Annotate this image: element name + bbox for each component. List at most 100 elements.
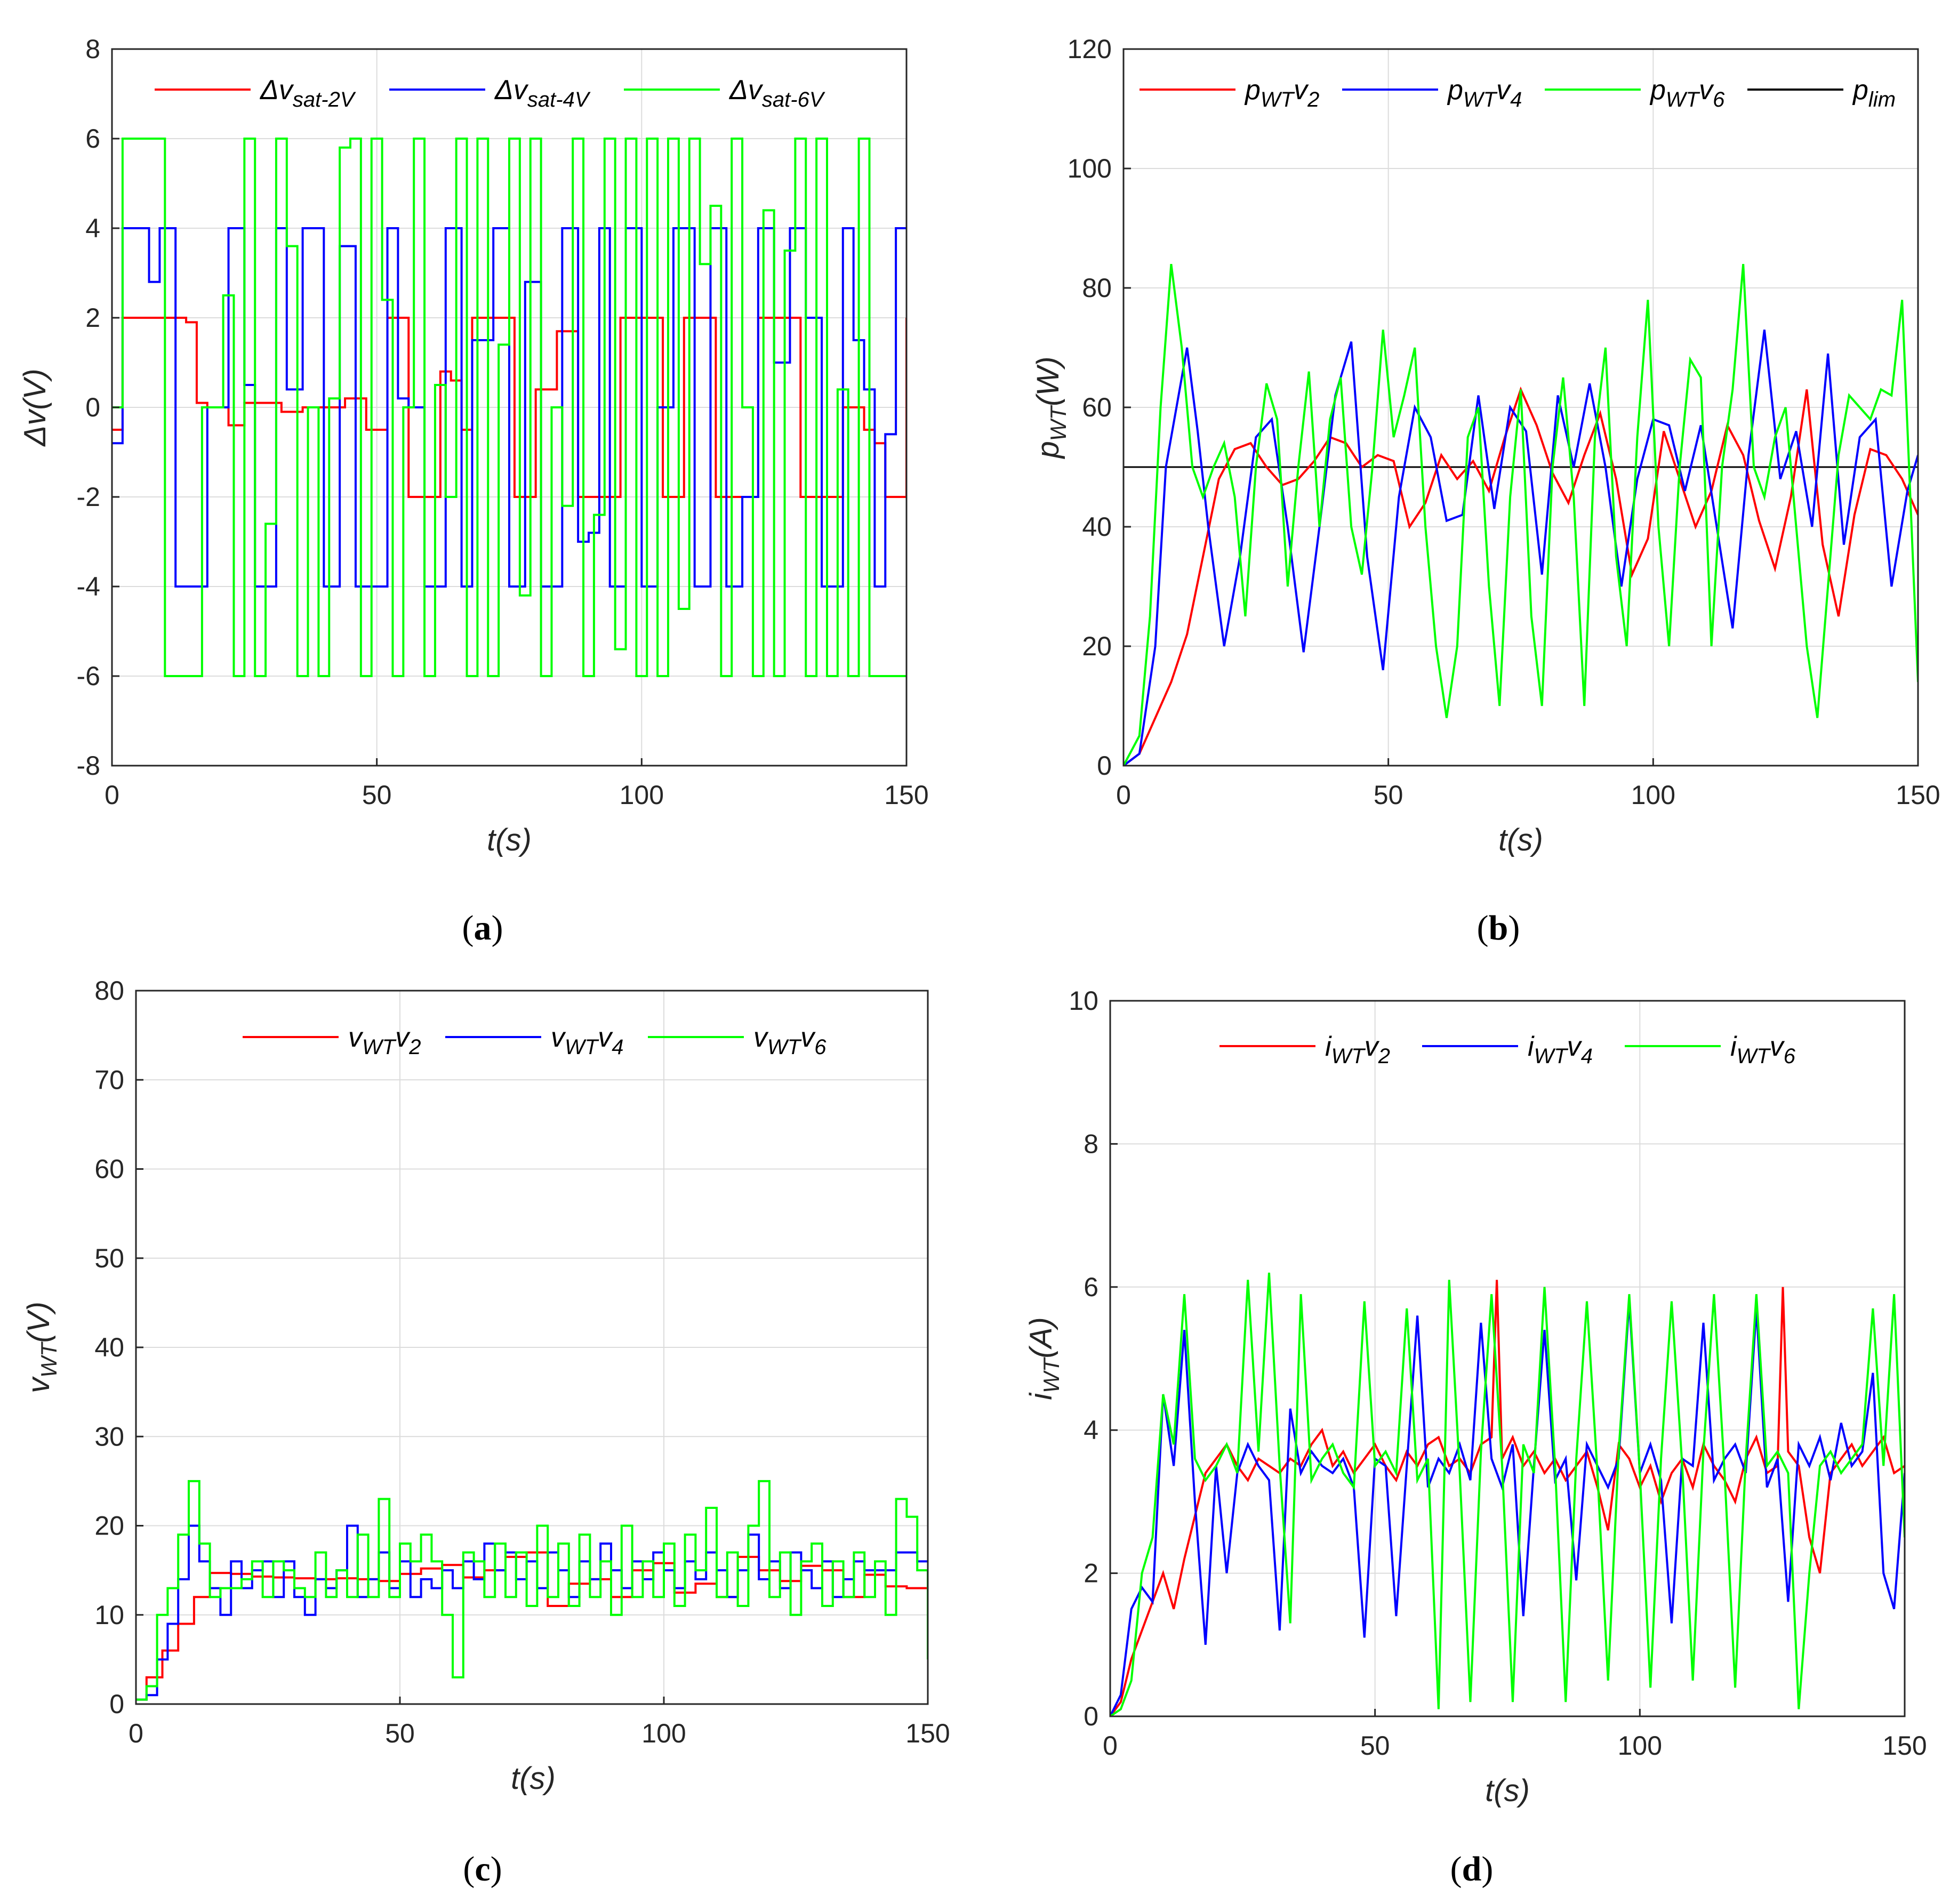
legend-label-c-vWTv4: vWTv4 [551,1022,623,1059]
y-tick-label-a-6: 4 [85,213,100,243]
y-axis-label-b-sub: WT [1046,405,1071,441]
legend-label-b-pWTv6: pWTv6 [1649,75,1725,111]
x-axis-label-d: t(s) [1485,1773,1530,1808]
series-line-b-pWTv4 [1124,330,1918,766]
caption-d: (d) [1450,1850,1494,1889]
y-axis-label-c: vWT(V) [21,1302,61,1393]
legend-base: Δv [259,75,294,106]
legend-mid: v [1294,75,1309,106]
legend-sub2: 6 [814,1035,826,1059]
y-tick-label-c-5: 50 [94,1243,124,1273]
y-axis-label-b-base: p [1031,441,1065,459]
legend-mid: v [1365,1031,1380,1062]
legend-mid: v [598,1022,613,1053]
legend-a: Δvsat-2V Δvsat-4V Δvsat-6V [155,75,825,111]
legend-sub2: 4 [612,1035,623,1059]
x-tick-label-d-1: 50 [1360,1731,1390,1761]
series-d [1110,1272,1905,1716]
legend-sub: WT [1737,1045,1771,1068]
y-tick-label-b-3: 60 [1082,392,1112,422]
y-tick-label-c-3: 30 [94,1421,124,1451]
legend-label-c-vWTv2: vWTv2 [348,1022,421,1059]
series-b [1124,263,1918,766]
legend-sub: WT [767,1035,802,1059]
legend-sub: lim [1868,88,1896,111]
series-line-a-sat-6V [112,138,906,677]
legend-base: v [753,1022,769,1053]
ticks-d: 0 50 100 150 0 2 4 6 8 10 [1069,986,1927,1761]
caption-c-letter: c [475,1850,490,1889]
legend-base: p [1244,75,1261,106]
legend-sub: WT [1331,1045,1366,1068]
legend-mid: v [800,1022,816,1053]
y-tick-label-a-4: 0 [85,392,100,422]
series-line-b-pWTv6 [1124,263,1918,766]
y-tick-label-b-2: 40 [1082,512,1112,542]
series-c [136,1480,928,1701]
x-axis-label-b: t(s) [1498,823,1543,857]
x-tick-label-c-1: 50 [385,1718,415,1748]
y-tick-label-d-3: 6 [1084,1272,1098,1302]
legend-label-b-pWTv4: pWTv4 [1447,75,1522,111]
y-axis-label-a: Δv(V) [18,368,52,447]
legend-sub: sat-2V [293,88,356,111]
legend-sub: WT [1463,88,1498,111]
y-axis-label-b-rest: (W) [1031,357,1065,406]
legend-b: pWTv2 pWTv4 pWTv6 plim [1140,75,1896,111]
legend-c: vWTv2 vWTv4 vWTv6 [243,1022,826,1059]
y-tick-label-a-7: 6 [85,124,100,154]
y-axis-label-d-sub: WT [1039,1356,1064,1393]
grid-b [1124,49,1918,766]
legend-label-d-iWTv6: iWTv6 [1730,1031,1796,1068]
y-tick-label-d-2: 4 [1084,1415,1098,1445]
series-line-c-vWTv6 [136,1480,928,1701]
y-tick-label-a-1: -6 [77,661,100,691]
legend-sub2: 4 [1581,1045,1593,1068]
legend-mid: v [1699,75,1714,106]
legend-mid: v [395,1022,411,1053]
legend-sub: WT [1261,88,1295,111]
series-a [112,138,906,677]
y-tick-label-b-0: 0 [1097,751,1112,781]
legend-base: p [1649,75,1666,106]
y-tick-label-d-0: 0 [1084,1701,1098,1731]
caption-b: (b) [1477,909,1520,947]
y-tick-label-c-6: 60 [94,1154,124,1184]
axes-frame-d [1109,1000,1906,1717]
caption-a: (a) [462,909,503,947]
y-axis-label-c-rest: (V) [21,1302,56,1343]
legend-base: p [1852,75,1868,106]
series-line-d-iWTv2 [1110,1280,1905,1716]
legend-d: iWTv2 iWTv4 iWTv6 [1219,1031,1796,1068]
x-tick-label-a-2: 100 [620,780,664,810]
legend-sub: sat-4V [527,88,591,111]
legend-sub: sat-6V [762,88,825,111]
y-axis-label-b: pWT(W) [1031,357,1071,460]
y-tick-label-b-4: 80 [1082,273,1112,303]
y-tick-label-c-7: 70 [94,1065,124,1095]
legend-sub: WT [1666,88,1700,111]
caption-c: (c) [463,1850,502,1889]
y-tick-label-d-5: 10 [1069,986,1098,1016]
legend-mid: v [1567,1031,1583,1062]
y-axis-label-d-rest: (A) [1024,1317,1058,1358]
legend-base: i [1730,1031,1737,1062]
legend-label-c-vWTv6: vWTv6 [753,1022,826,1059]
y-tick-label-d-4: 8 [1084,1129,1098,1159]
legend-base: i [1325,1031,1332,1062]
legend-label-a-sat-2V: Δvsat-2V [259,75,356,111]
legend-base: i [1528,1031,1535,1062]
y-tick-label-a-3: -2 [77,482,100,512]
y-tick-label-a-8: 8 [85,34,100,64]
ticks-c: 0 50 100 150 0 10 20 30 40 50 60 70 80 [94,976,950,1748]
ticks-a: 0 50 100 150 -8 -6 -4 -2 0 2 4 6 8 [77,34,929,810]
y-axis-label-c-sub: WT [36,1341,61,1378]
x-tick-label-d-2: 100 [1618,1731,1662,1761]
legend-base: v [348,1022,364,1053]
y-axis-label-d-base: i [1024,1392,1058,1400]
y-axis-label-c-base: v [21,1376,56,1393]
